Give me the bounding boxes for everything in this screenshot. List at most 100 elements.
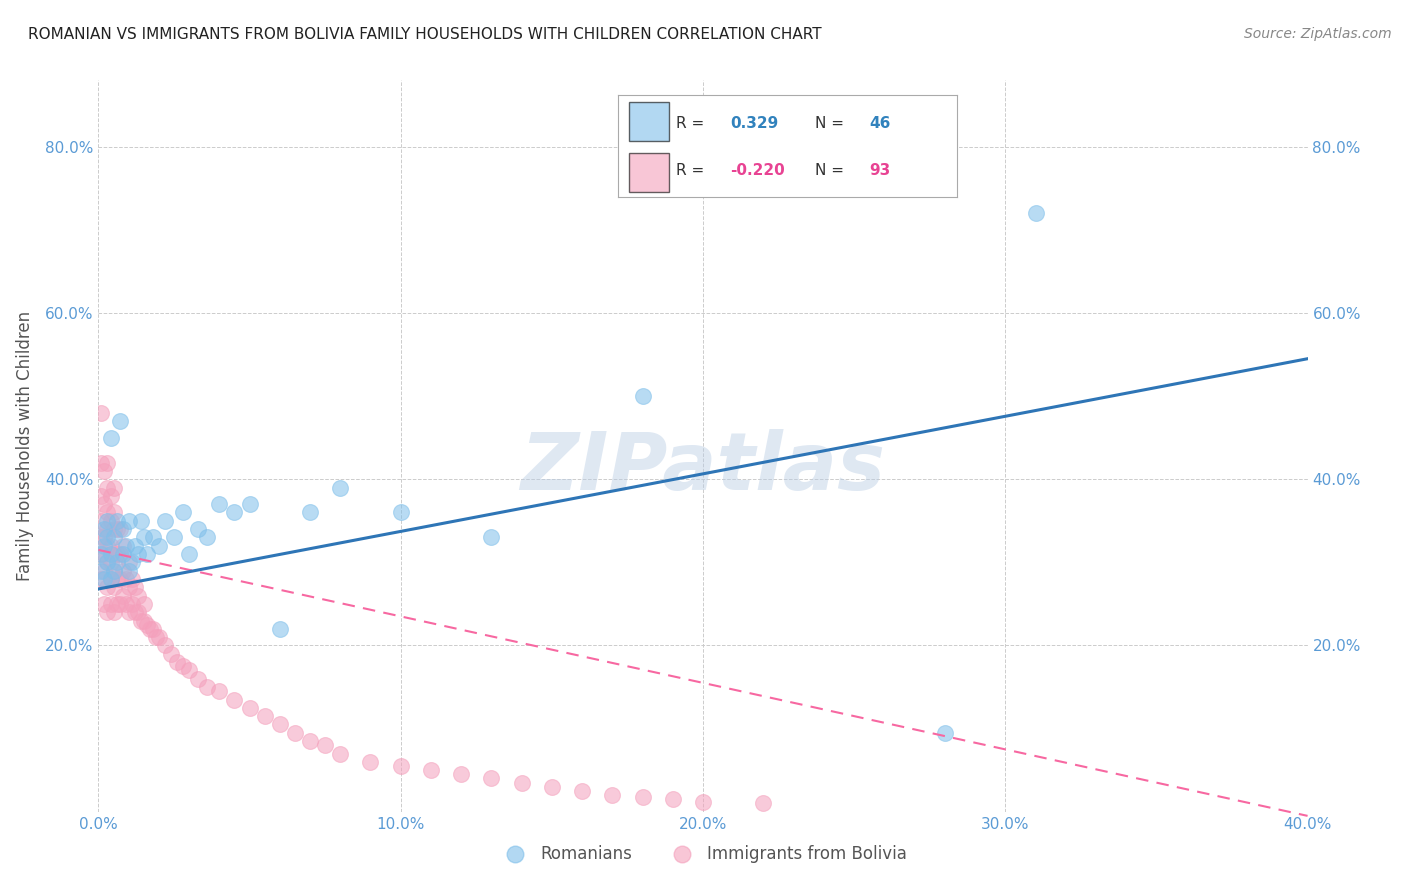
Point [93, 522, 115, 536]
Point [114, 539, 136, 553]
Text: Source: ZipAtlas.com: Source: ZipAtlas.com [1244, 27, 1392, 41]
Point [90, 489, 112, 503]
Point [127, 547, 149, 561]
Point [111, 564, 134, 578]
Point [111, 547, 134, 561]
Point [96, 522, 118, 536]
Point [93, 597, 115, 611]
Point [135, 547, 157, 561]
Point [118, 564, 141, 578]
Point [103, 481, 125, 495]
Point [96, 514, 118, 528]
Point [103, 522, 125, 536]
Point [108, 522, 131, 536]
Point [118, 605, 141, 619]
Point [96, 555, 118, 569]
Point [90, 547, 112, 561]
Point [153, 514, 176, 528]
Point [111, 539, 134, 553]
Point [96, 605, 118, 619]
Point [142, 622, 165, 636]
Point [93, 464, 115, 478]
Point [103, 564, 125, 578]
Point [100, 514, 122, 528]
Point [148, 539, 170, 553]
Point [114, 572, 136, 586]
Point [129, 614, 152, 628]
Point [540, 780, 562, 794]
Point [103, 564, 125, 578]
Point [934, 725, 956, 739]
Point [103, 506, 125, 520]
Point [172, 506, 194, 520]
Point [314, 738, 336, 752]
Point [96, 539, 118, 553]
Point [329, 747, 352, 761]
Point [96, 456, 118, 470]
Point [96, 580, 118, 594]
Point [100, 597, 122, 611]
Point [481, 772, 503, 786]
Y-axis label: Family Households with Children: Family Households with Children [15, 311, 34, 581]
Point [105, 555, 128, 569]
Point [118, 514, 141, 528]
Point [127, 605, 149, 619]
Point [239, 497, 262, 511]
Point [160, 647, 183, 661]
Point [329, 481, 352, 495]
Point [100, 555, 122, 569]
Point [105, 514, 128, 528]
Point [299, 506, 322, 520]
Point [90, 514, 112, 528]
Point [239, 701, 262, 715]
Point [93, 564, 115, 578]
Point [100, 489, 122, 503]
Point [93, 572, 115, 586]
Point [631, 789, 654, 804]
Point [299, 734, 322, 748]
Point [121, 572, 143, 586]
Point [114, 597, 136, 611]
Point [90, 456, 112, 470]
Point [100, 547, 122, 561]
Point [108, 572, 131, 586]
Point [100, 539, 122, 553]
Point [90, 564, 112, 578]
Point [103, 605, 125, 619]
Point [166, 655, 188, 669]
Point [269, 717, 291, 731]
Text: ZIPatlas: ZIPatlas [520, 429, 886, 507]
Point [224, 506, 246, 520]
Point [108, 547, 131, 561]
Point [510, 775, 533, 789]
Point [145, 630, 167, 644]
Point [93, 539, 115, 553]
Point [389, 759, 412, 773]
Point [90, 572, 112, 586]
Point [124, 580, 146, 594]
Point [121, 597, 143, 611]
Point [179, 664, 201, 678]
Point [360, 755, 382, 769]
Point [179, 547, 201, 561]
Point [139, 622, 162, 636]
Point [284, 725, 307, 739]
Point [132, 530, 155, 544]
Point [96, 530, 118, 544]
Point [253, 709, 276, 723]
Point [93, 530, 115, 544]
Point [208, 497, 231, 511]
Point [90, 530, 112, 544]
Point [124, 605, 146, 619]
Point [118, 555, 141, 569]
Point [90, 406, 112, 420]
Point [100, 572, 122, 586]
Point [602, 788, 624, 802]
Point [571, 784, 593, 798]
Point [100, 572, 122, 586]
Point [692, 795, 714, 809]
Point [118, 580, 141, 594]
Point [105, 547, 128, 561]
Point [105, 522, 128, 536]
Point [208, 684, 231, 698]
